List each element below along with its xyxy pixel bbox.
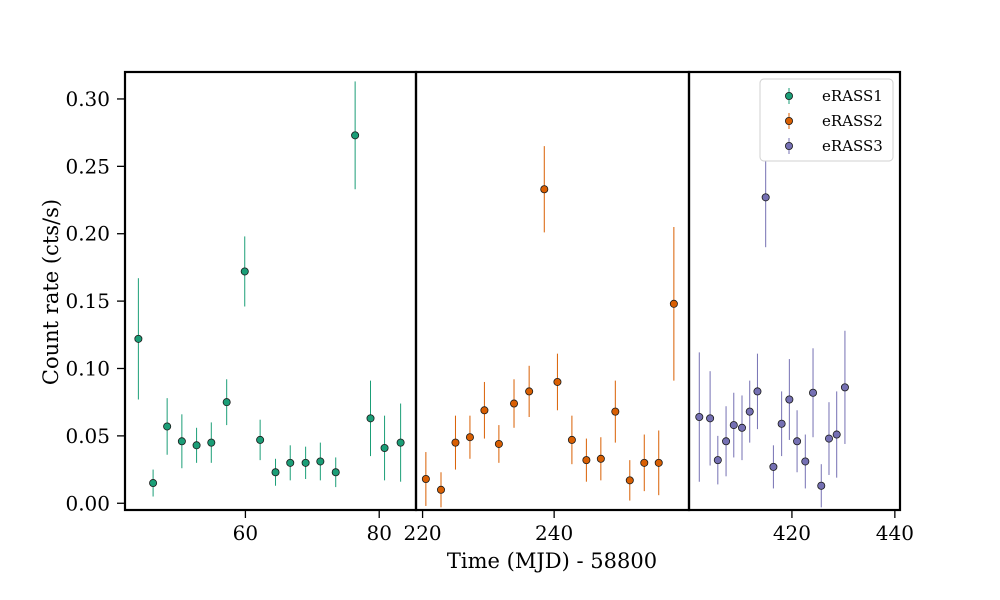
erass3-point — [738, 423, 747, 432]
erass1-point — [271, 468, 280, 477]
erass3-point — [777, 419, 786, 428]
erass3-point — [809, 388, 818, 397]
y-tick-label: 0.20 — [65, 222, 110, 246]
erass1-point — [256, 435, 265, 444]
erass1-point — [192, 441, 201, 450]
legend: eRASS1 eRASS2 eRASS3 — [759, 78, 894, 162]
x-tick-label: 60 — [233, 521, 258, 545]
erass2-point — [510, 399, 519, 408]
legend-item-erass1: eRASS1 — [785, 87, 883, 105]
erass2-point — [540, 185, 549, 194]
legend-label: eRASS1 — [822, 87, 883, 105]
erass1-point — [301, 458, 310, 467]
erass3-point — [713, 456, 722, 465]
erass3-point — [761, 193, 770, 202]
erass1-point — [366, 414, 375, 423]
erass3-point — [706, 414, 715, 423]
legend-label: eRASS2 — [822, 112, 883, 130]
erass2-point — [553, 377, 562, 386]
erass1-point — [316, 457, 325, 466]
erass2-point — [640, 458, 649, 467]
erass2-point — [480, 406, 489, 415]
erass3-point — [769, 462, 778, 471]
x-tick-label: 80 — [366, 521, 391, 545]
erass1-point — [207, 438, 216, 447]
y-tick-label: 0.30 — [65, 87, 110, 111]
x-tick-label: 240 — [535, 521, 573, 545]
erass2-point — [436, 485, 445, 494]
erass3-point — [840, 383, 849, 392]
erass1-point — [240, 267, 249, 276]
erass1-point — [380, 444, 389, 453]
erass3-point — [753, 387, 762, 396]
panel-2-marks — [421, 146, 678, 508]
panel-1-marks — [134, 81, 405, 497]
frames-layer — [123, 70, 902, 512]
x-tick-label: 440 — [876, 521, 914, 545]
erass3-point — [745, 407, 754, 416]
erass1-point — [286, 458, 295, 467]
erass2-point — [596, 454, 605, 463]
y-tick-label: 0.25 — [65, 154, 110, 178]
legend-marker — [785, 117, 794, 126]
y-axis: 0.00 0.05 0.10 0.15 0.20 0.25 0.30 — [65, 87, 125, 515]
erass2-point — [451, 438, 460, 447]
erass1-point — [396, 438, 405, 447]
marks-layer — [134, 81, 849, 508]
legend-box — [759, 78, 894, 162]
legend-marker — [785, 92, 794, 101]
y-tick-label: 0.15 — [65, 289, 110, 313]
panel-1-frame — [123, 70, 418, 512]
erass2-point — [465, 433, 474, 442]
erass1-point — [149, 479, 158, 488]
erass1-point — [163, 422, 172, 431]
y-tick-label: 0.00 — [65, 491, 110, 515]
panel-3-marks — [695, 147, 849, 508]
y-tick-label: 0.05 — [65, 424, 110, 448]
erass3-point — [785, 395, 794, 404]
erass2-point — [611, 407, 620, 416]
legend-item-erass3: eRASS3 — [785, 137, 883, 155]
erass2-point — [494, 439, 503, 448]
y-tick-label: 0.10 — [65, 356, 110, 380]
erass2-point — [669, 299, 678, 308]
y-axis-label: Count rate (cts/s) — [39, 199, 63, 385]
erass2-point — [654, 458, 663, 467]
erass3-point — [695, 413, 704, 422]
erass3-point — [793, 437, 802, 446]
erass3-point — [824, 434, 833, 443]
erass1-point — [222, 398, 231, 407]
erass1-point — [331, 468, 340, 477]
erass1-point — [177, 437, 186, 446]
x-axis-label: Time (MJD) - 58800 — [447, 549, 657, 573]
erass2-point — [421, 475, 430, 484]
x-tick-label: 420 — [773, 521, 811, 545]
legend-label: eRASS3 — [822, 137, 883, 155]
panel-3-frame — [687, 70, 902, 512]
erass2-point — [625, 476, 634, 485]
erass3-point — [801, 457, 810, 466]
erass2-point — [525, 387, 534, 396]
erass3-point — [729, 421, 738, 430]
erass2-point — [567, 435, 576, 444]
x-tick-label: 220 — [403, 521, 441, 545]
x-axis: 60 80 220 240 420 440 — [233, 510, 914, 545]
erass2-point — [582, 456, 591, 465]
legend-item-erass2: eRASS2 — [785, 112, 883, 130]
erass3-point — [722, 437, 731, 446]
erass1-point — [134, 334, 143, 343]
erass3-point — [832, 430, 841, 439]
erass3-point — [817, 481, 826, 490]
erass1-point — [351, 131, 360, 140]
legend-marker — [785, 141, 794, 150]
